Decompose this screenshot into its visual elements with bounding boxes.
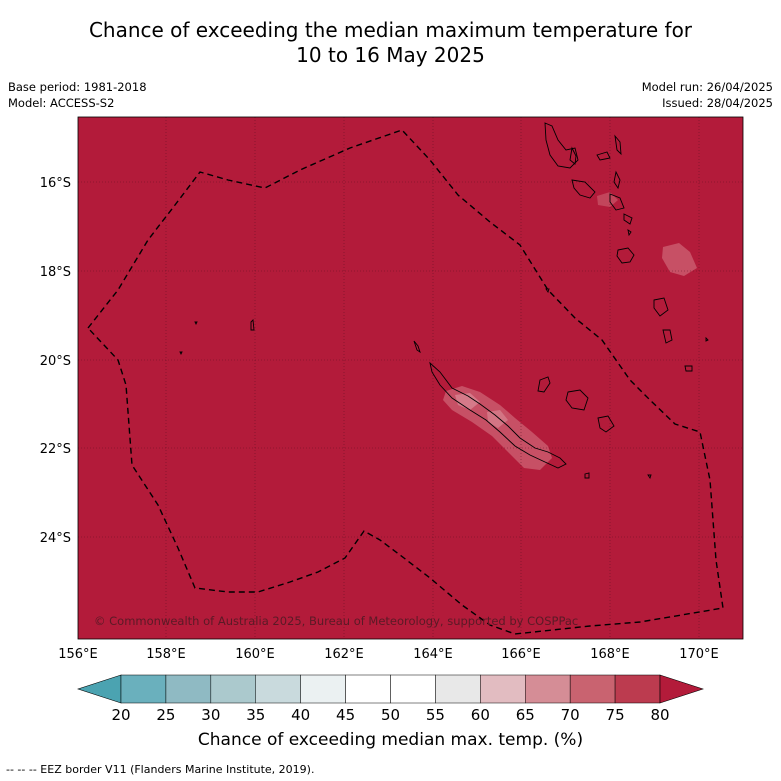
colorbar-tick-label: 60	[471, 706, 490, 724]
colorbar-tick-labels: 20 25 30 35 40 45 50 55 60 65 70 75 80	[111, 706, 669, 724]
colorbar	[77, 674, 704, 704]
base-period-label: Base period: 1981-2018	[8, 80, 147, 94]
new-caledonia-coast	[429, 361, 567, 469]
footnote: -- -- -- EEZ border V11 (Flanders Marine…	[6, 763, 315, 776]
colorbar-tick-label: 20	[111, 706, 130, 724]
colorbar-tick-label: 25	[156, 706, 175, 724]
colorbar-segment	[210, 674, 256, 704]
colorbar-segment	[525, 674, 571, 704]
islet-5	[647, 474, 652, 480]
latitude-labels: 16°S 18°S 20°S 22°S 24°S	[40, 176, 71, 546]
lat-label: 18°S	[40, 265, 71, 280]
title-line-2: 10 to 16 May 2025	[296, 43, 485, 67]
colorbar-segment	[255, 674, 301, 704]
loyalty-lifou	[565, 389, 589, 411]
patch-new-caledonia-inner	[455, 393, 480, 410]
vanuatu-malekula	[571, 179, 596, 199]
lat-label: 24°S	[40, 531, 71, 546]
vanuatu-epi	[609, 193, 625, 211]
lon-label: 168°E	[590, 647, 630, 662]
colorbar-segment	[120, 674, 167, 704]
lon-label: 158°E	[146, 647, 186, 662]
map-frame	[77, 116, 744, 640]
vanuatu-aneityum	[684, 365, 693, 372]
map-panel	[78, 117, 743, 639]
lon-label: 166°E	[501, 647, 541, 662]
colorbar-title: Chance of exceeding median max. temp. (%…	[197, 730, 584, 750]
colorbar-tick-label: 50	[381, 706, 400, 724]
lon-label: 170°E	[679, 647, 719, 662]
colorbar-over-arrow	[659, 674, 704, 704]
patch-vanuatu-east	[662, 243, 697, 276]
coastlines	[179, 122, 709, 480]
colorbar-segment	[480, 674, 526, 704]
lat-label: 16°S	[40, 176, 71, 191]
vanuatu-pentecost	[613, 170, 621, 190]
meta-right: Model run: 26/04/2025 Issued: 28/04/2025	[642, 79, 773, 111]
lon-label: 156°E	[58, 647, 98, 662]
lon-label: 160°E	[235, 647, 275, 662]
graticule	[78, 117, 743, 639]
patch-new-caledonia-inner-2	[487, 410, 508, 428]
belep-islands	[413, 340, 421, 354]
islet-4	[545, 288, 550, 294]
model-run-label: Model run: 26/04/2025	[641, 80, 773, 94]
lon-label: 162°E	[324, 647, 364, 662]
loyalty-ouvea	[537, 376, 551, 393]
patch-vanuatu-north	[597, 192, 618, 207]
colorbar-segment	[614, 674, 661, 704]
colorbar-segment	[300, 674, 346, 704]
colorbar-tick-label: 40	[291, 706, 310, 724]
colorbar-tick-label: 65	[516, 706, 535, 724]
colorbar-segment	[390, 674, 436, 704]
islet-1	[250, 319, 255, 331]
vanuatu-erromango	[653, 297, 669, 317]
lat-label: 22°S	[40, 442, 71, 457]
vanuatu-ambae	[596, 151, 611, 161]
vanuatu-maewo	[614, 134, 622, 156]
meta-left: Base period: 1981-2018 Model: ACCESS-S2	[8, 79, 147, 111]
vanuatu-shepherds	[623, 213, 633, 225]
model-label: Model: ACCESS-S2	[8, 96, 115, 110]
colorbar-tick-label: 45	[336, 706, 355, 724]
vanuatu-espiritu-santo	[544, 122, 579, 169]
loyalty-mare	[597, 415, 615, 433]
colorbar-under-arrow	[77, 674, 122, 704]
vanuatu-tanna	[662, 329, 673, 344]
vanuatu-small-1	[627, 229, 632, 237]
lat-label: 20°S	[40, 354, 71, 369]
colorbar-tick-label: 80	[650, 706, 669, 724]
colorbar-segment	[165, 674, 212, 704]
issued-label: Issued: 28/04/2025	[662, 96, 773, 110]
vanuatu-banks	[569, 146, 577, 165]
colorbar-tick-label: 70	[561, 706, 580, 724]
colorbar-tick-label: 30	[201, 706, 220, 724]
longitude-labels: 156°E 158°E 160°E 162°E 164°E 166°E 168°E 170°E	[58, 647, 719, 662]
colorbar-tick-label: 35	[246, 706, 265, 724]
vanuatu-futuna	[705, 336, 709, 342]
walpole	[584, 472, 590, 479]
colorbar-tick-label: 75	[606, 706, 625, 724]
lon-label: 164°E	[413, 647, 453, 662]
islet-3	[179, 351, 183, 356]
colorbar-segment	[435, 674, 481, 704]
colorbar-segment	[345, 674, 391, 704]
title-line-1: Chance of exceeding the median maximum t…	[88, 18, 693, 42]
colorbar-tick-label: 55	[426, 706, 445, 724]
vanuatu-efate	[616, 247, 635, 264]
probability-patches	[443, 192, 697, 470]
map-title: Chance of exceeding the median maximum t…	[0, 18, 781, 68]
islet-2	[194, 321, 198, 326]
colorbar-segment	[569, 674, 616, 704]
copyright-text: © Commonwealth of Australia 2025, Bureau…	[94, 614, 578, 628]
